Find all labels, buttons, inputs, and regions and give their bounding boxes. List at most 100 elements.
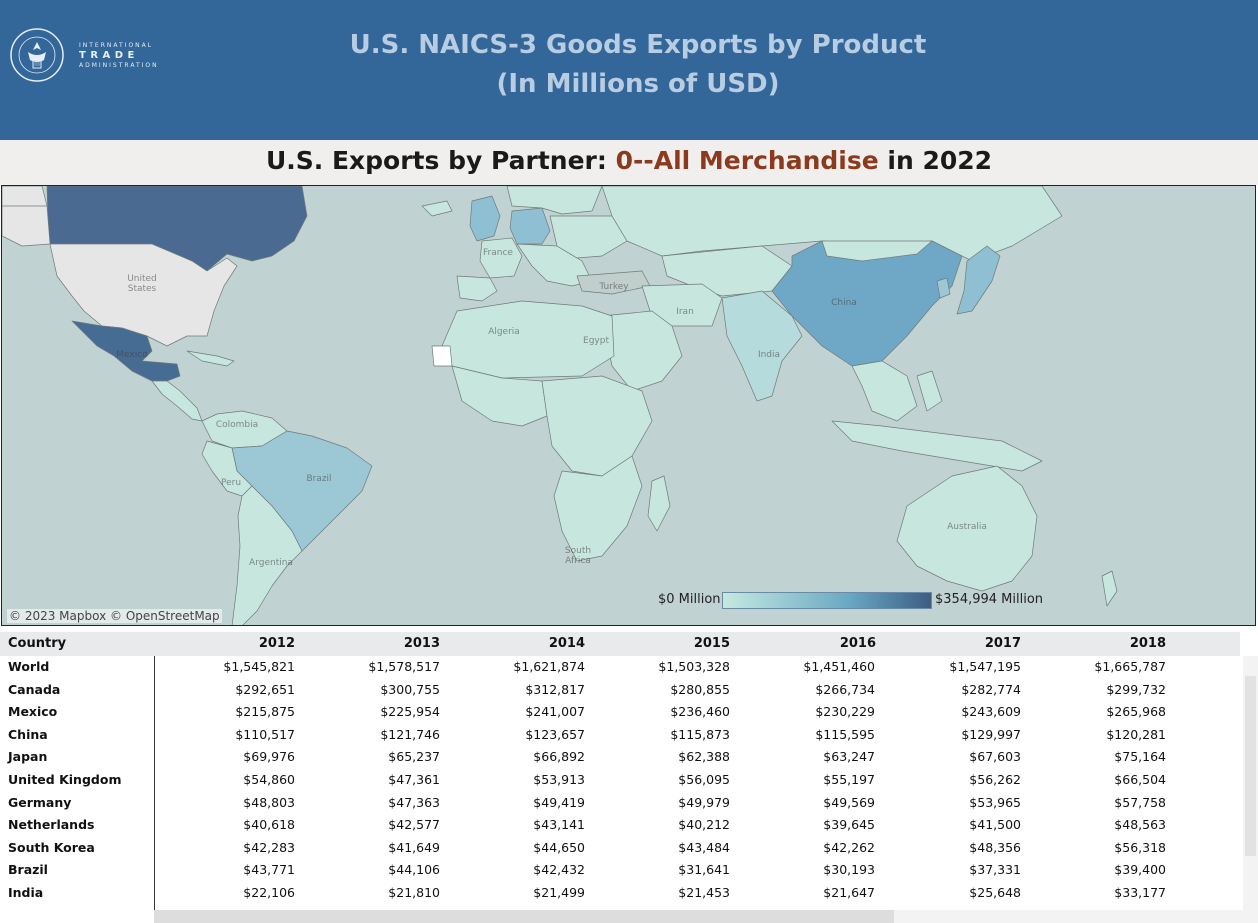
region-new-zealand [1101, 570, 1118, 607]
region-arabia [601, 310, 683, 392]
cell-value: $266,734 [815, 681, 875, 697]
map-label-peru: Peru [220, 478, 242, 488]
cell-value: $1,503,328 [658, 659, 730, 674]
choropleth-map[interactable]: United States Mexico Colombia Peru Brazi… [1, 185, 1256, 626]
cell-value: $21,810 [388, 885, 440, 900]
cell-country: World [8, 659, 50, 674]
map-label-argentina: Argentina [249, 558, 293, 568]
region-indonesia [831, 420, 1043, 472]
region-united-kingdom [469, 195, 501, 242]
legend-max-label: $354,994 Million [935, 592, 1044, 607]
table-header-row [0, 632, 1240, 656]
table-row[interactable]: Mexico $215,875 $225,954 $241,007 $236,460 $2… [0, 704, 1240, 726]
department-of-commerce-seal-icon [10, 28, 64, 82]
cell-value: $1,665,787 [1094, 659, 1166, 674]
table-row[interactable]: United Kingdom $54,860 $47,361 $53,913 $56,0… [0, 772, 1240, 794]
cell-value: $69,976 [243, 749, 295, 765]
horizontal-scrollbar-track[interactable] [894, 910, 1258, 923]
region-caribbean [186, 350, 235, 367]
cell-value: $42,432 [533, 862, 585, 878]
table-row[interactable]: South Korea $42,283 $41,649 $44,650 $43,484 $… [0, 840, 1240, 862]
map-label-india: India [757, 350, 781, 360]
cell-value: $21,499 [533, 885, 585, 900]
cell-value: $47,361 [388, 772, 440, 787]
region-western-sahara [431, 345, 453, 367]
table-row[interactable]: Netherlands $40,618 $42,577 $43,141 $40,212 $… [0, 817, 1240, 839]
cell-country: Germany [8, 794, 72, 810]
region-japan [956, 245, 1001, 315]
region-madagascar [647, 475, 671, 532]
map-label-brazil: Brazil [306, 474, 332, 484]
cell-country: Brazil [8, 862, 48, 878]
column-header-year[interactable]: 2014 [548, 636, 585, 651]
region-argentina-chile [231, 485, 303, 625]
cell-value: $1,545,821 [223, 659, 295, 674]
cell-value: $39,400 [1114, 862, 1166, 878]
map-label-australia: Australia [947, 522, 987, 532]
cell-value: $215,875 [235, 704, 295, 720]
cell-value: $48,563 [1114, 817, 1166, 833]
region-india [721, 290, 803, 402]
cell-country: Mexico [8, 704, 58, 720]
region-turkey [576, 270, 651, 295]
table-row[interactable]: World $1,545,821 $1,578,517 $1,621,874 $1,50… [0, 659, 1240, 681]
cell-value: $282,774 [961, 681, 1021, 697]
column-header-year[interactable]: 2017 [984, 636, 1021, 651]
cell-value: $56,262 [969, 772, 1021, 787]
table-row[interactable]: Japan $69,976 $65,237 $66,892 $62,388 $63,247… [0, 749, 1240, 771]
column-header-year[interactable]: 2018 [1129, 636, 1166, 651]
map-title: U.S. Exports by Partner: 0--All Merchand… [0, 146, 1258, 175]
world-map-svg[interactable] [2, 186, 1256, 626]
cell-value: $53,913 [533, 772, 585, 787]
map-label-colombia: Colombia [215, 420, 259, 430]
column-header-year[interactable]: 2016 [839, 636, 876, 651]
cell-value: $42,262 [823, 839, 875, 855]
ita-line-international: INTERNATIONAL [79, 42, 154, 49]
cell-value: $37,331 [969, 862, 1021, 878]
ita-line-administration: ADMINISTRATION [79, 62, 159, 69]
table-row[interactable]: China $110,517 $121,746 $123,657 $115,873 $11… [0, 727, 1240, 749]
table-row[interactable]: India $22,106 $21,810 $21,499 $21,453 $21,647… [0, 885, 1240, 907]
map-attribution[interactable]: © 2023 Mapbox © OpenStreetMap [7, 609, 222, 623]
table-row[interactable]: Germany $48,803 $47,363 $49,419 $49,979 $49,5… [0, 795, 1240, 817]
exports-table[interactable]: Country 2012 2013 2014 2015 2016 2017 2018 Worl… [0, 626, 1258, 923]
cell-value: $121,746 [380, 726, 440, 742]
cell-value: $300,755 [380, 681, 440, 697]
page-title-line-1: U.S. NAICS-3 Goods Exports by Product [349, 30, 927, 60]
cell-country: Netherlands [8, 817, 95, 833]
region-southern-africa [553, 455, 643, 562]
column-header-country[interactable]: Country [8, 636, 67, 651]
vertical-scrollbar-thumb[interactable] [1245, 676, 1256, 856]
cell-country: Japan [8, 749, 48, 765]
cell-country: United Kingdom [8, 772, 122, 787]
cell-value: $21,453 [678, 885, 730, 900]
cell-value: $40,618 [243, 817, 295, 833]
cell-value: $42,283 [243, 839, 295, 855]
horizontal-scrollbar-thumb[interactable] [154, 910, 894, 923]
subtitle-band [0, 140, 1258, 185]
header-banner: INTERNATIONAL TRADE ADMINISTRATION U.S. … [0, 0, 1258, 140]
cell-value: $1,547,195 [949, 659, 1021, 674]
cell-value: $49,979 [678, 794, 730, 810]
table-row[interactable]: Brazil $43,771 $44,106 $42,432 $31,641 $30,19… [0, 862, 1240, 884]
table-row[interactable]: Canada $292,651 $300,755 $312,817 $280,855 $2… [0, 682, 1240, 704]
cell-value: $41,649 [388, 839, 440, 855]
column-header-year[interactable]: 2013 [403, 636, 440, 651]
cell-value: $115,873 [670, 726, 730, 742]
cell-value: $110,517 [235, 726, 295, 742]
ita-line-trade: TRADE [79, 50, 139, 61]
cell-value: $44,106 [388, 862, 440, 878]
region-france [479, 237, 523, 279]
cell-value: $241,007 [525, 704, 585, 720]
column-header-year[interactable]: 2015 [693, 636, 730, 651]
cell-value: $236,460 [670, 704, 730, 720]
cell-value: $43,141 [533, 817, 585, 833]
page-title-line-2: (In Millions of USD) [496, 69, 780, 99]
cell-value: $1,451,460 [803, 659, 875, 674]
map-label-algeria: Algeria [488, 327, 520, 337]
column-header-year[interactable]: 2012 [258, 636, 295, 651]
cell-value: $67,603 [969, 749, 1021, 765]
region-southeast-asia [851, 360, 918, 422]
map-label-france: France [483, 248, 513, 258]
region-west-africa [451, 365, 548, 427]
